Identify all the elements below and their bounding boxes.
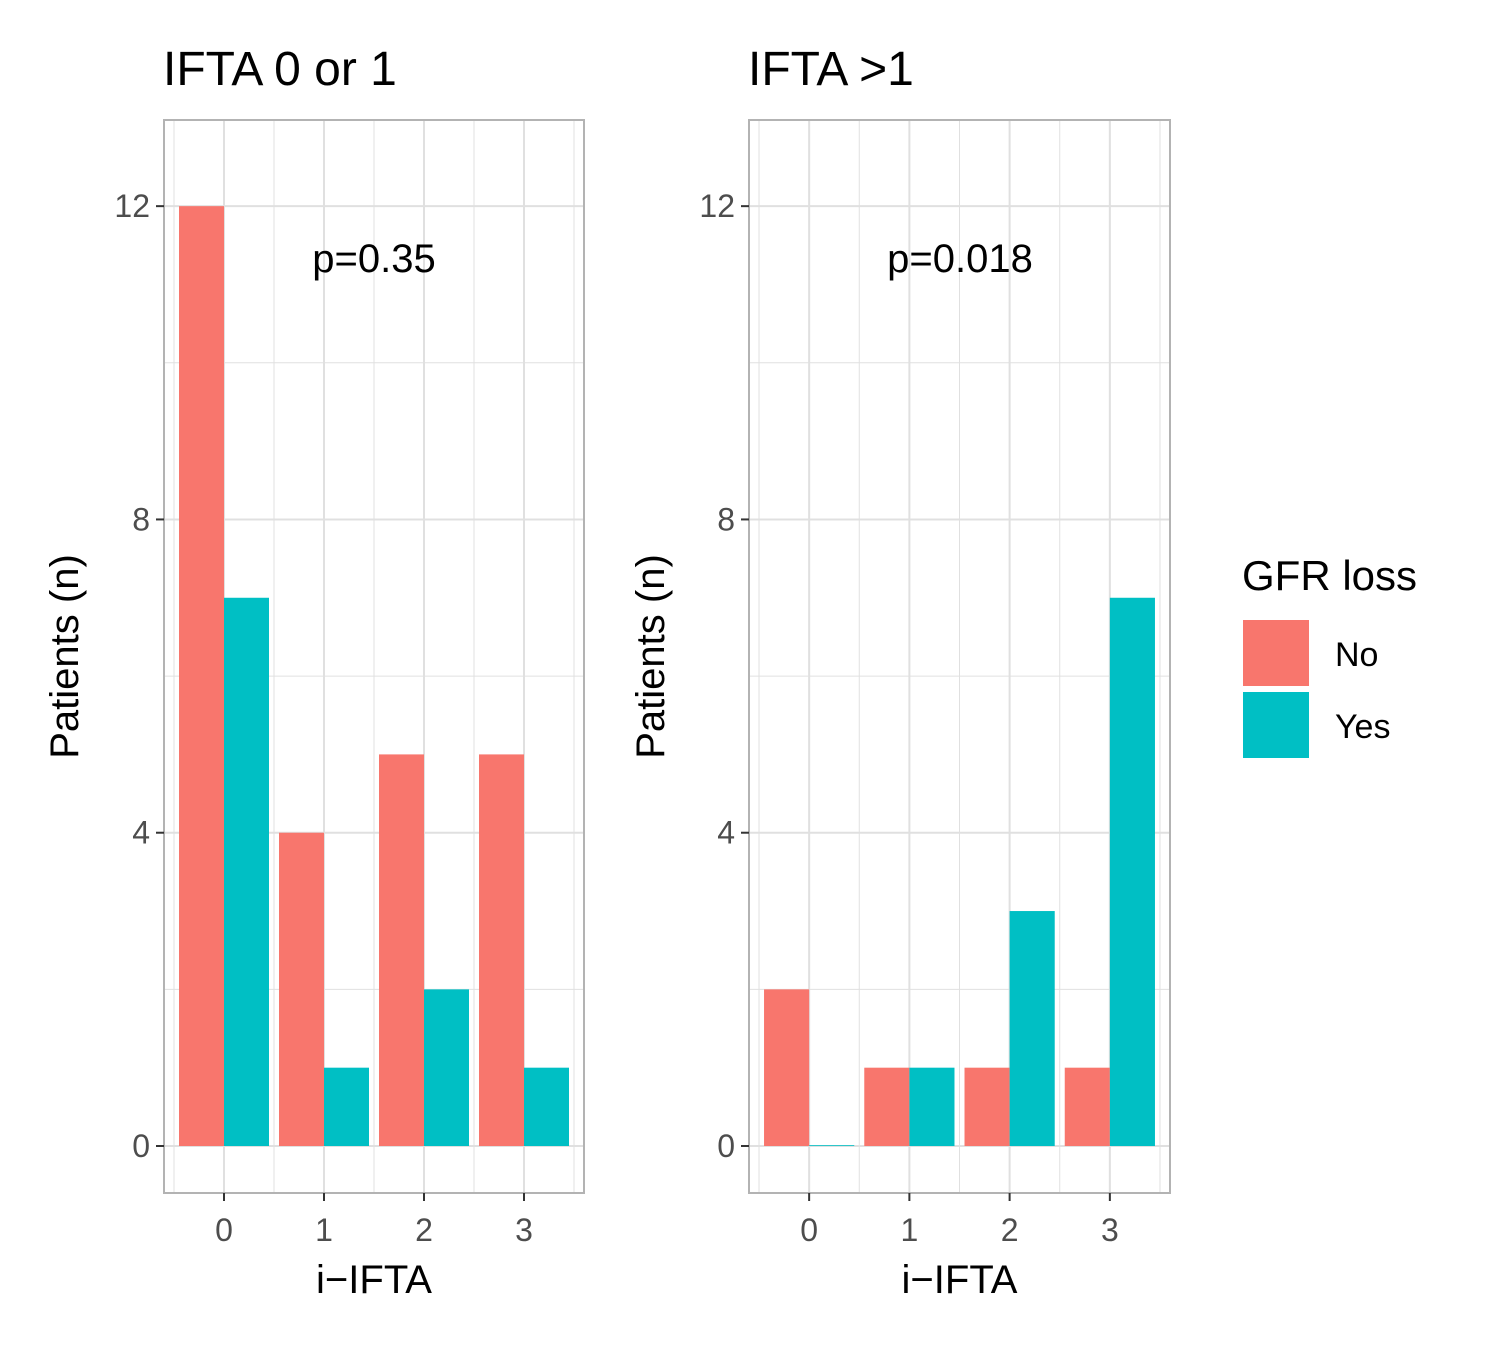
y-tick-label: 12 bbox=[699, 188, 735, 224]
y-tick-label: 8 bbox=[132, 501, 150, 537]
panel-border bbox=[163, 119, 585, 1194]
x-tick-label: 3 bbox=[515, 1212, 533, 1248]
y-tick-label: 4 bbox=[717, 815, 735, 851]
legend-label-no: No bbox=[1335, 636, 1378, 674]
legend: GFR loss No Yes bbox=[1242, 552, 1417, 758]
bar-yes-0 bbox=[224, 597, 269, 1147]
bar-yes-1 bbox=[909, 1067, 955, 1147]
x-tick-label: 3 bbox=[1101, 1212, 1119, 1248]
x-tick-label: 2 bbox=[415, 1212, 433, 1248]
bar-yes-1 bbox=[324, 1067, 369, 1147]
legend-key-no bbox=[1243, 620, 1309, 686]
y-tick-label: 8 bbox=[717, 501, 735, 537]
panel-border bbox=[748, 119, 1171, 1194]
bar-no-2 bbox=[379, 754, 424, 1147]
y-axis-ticks: 0 4 8 12 bbox=[699, 188, 749, 1164]
bar-no-0 bbox=[179, 206, 224, 1147]
x-axis-label: i−IFTA bbox=[902, 1258, 1018, 1302]
bar-yes-2 bbox=[1009, 911, 1055, 1147]
p-value-annotation: p=0.35 bbox=[312, 237, 435, 281]
bar-no-2 bbox=[964, 1067, 1010, 1147]
bar-yes-3 bbox=[524, 1067, 569, 1147]
bar-no-1 bbox=[279, 832, 324, 1147]
x-tick-label: 2 bbox=[1001, 1212, 1019, 1248]
legend-label-yes: Yes bbox=[1335, 708, 1390, 746]
bar-no-3 bbox=[1064, 1067, 1110, 1147]
x-tick-label: 0 bbox=[800, 1212, 818, 1248]
y-tick-label: 0 bbox=[132, 1128, 150, 1164]
y-tick-label: 0 bbox=[717, 1128, 735, 1164]
bar-no-1 bbox=[864, 1067, 910, 1147]
bar-yes-3 bbox=[1109, 597, 1155, 1147]
y-tick-label: 12 bbox=[114, 188, 150, 224]
y-axis-ticks: 0 4 8 12 bbox=[114, 188, 164, 1164]
panel-title: IFTA >1 bbox=[748, 43, 914, 96]
x-axis-ticks: 0 1 2 3 bbox=[800, 1193, 1119, 1248]
bars bbox=[764, 597, 1155, 1147]
x-axis-ticks: 0 1 2 3 bbox=[215, 1193, 533, 1248]
x-tick-label: 1 bbox=[900, 1212, 918, 1248]
bar-yes-0 bbox=[809, 1145, 855, 1147]
panel-title: IFTA 0 or 1 bbox=[163, 43, 397, 96]
bar-no-0 bbox=[764, 989, 810, 1147]
bar-no-3 bbox=[479, 754, 524, 1147]
y-axis-label: Patients (n) bbox=[629, 554, 673, 759]
x-tick-label: 1 bbox=[315, 1212, 333, 1248]
legend-key-yes bbox=[1243, 692, 1309, 758]
x-tick-label: 0 bbox=[215, 1212, 233, 1248]
y-tick-label: 4 bbox=[132, 815, 150, 851]
y-axis-label: Patients (n) bbox=[43, 554, 87, 759]
bars bbox=[179, 206, 569, 1147]
x-axis-label: i−IFTA bbox=[316, 1258, 432, 1302]
p-value-annotation: p=0.018 bbox=[887, 237, 1033, 281]
bar-yes-2 bbox=[424, 989, 469, 1147]
legend-title: GFR loss bbox=[1242, 552, 1417, 599]
